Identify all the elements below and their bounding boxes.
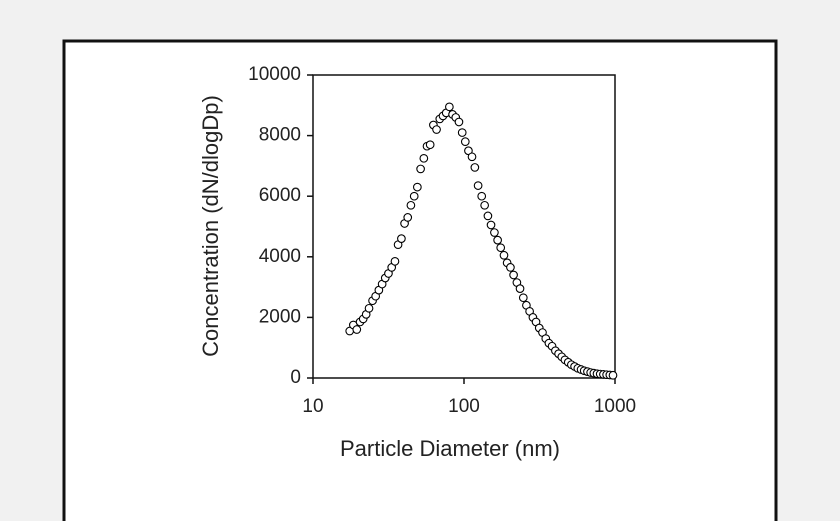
data-point <box>460 137 470 147</box>
y-axis-title: Concentration (dN/dlogDp) <box>198 95 223 357</box>
data-point <box>490 228 499 237</box>
data-point <box>403 213 413 222</box>
data-point <box>518 293 528 303</box>
data-point <box>419 153 429 163</box>
data-point <box>480 200 489 210</box>
y-tick-label: 0 <box>290 367 301 388</box>
y-tick-label: 2000 <box>259 306 301 327</box>
data-point <box>473 181 483 190</box>
panel <box>62 39 778 521</box>
y-tick-label: 8000 <box>259 125 301 146</box>
data-point <box>467 152 477 162</box>
data-point <box>608 370 618 380</box>
data-point <box>413 182 422 192</box>
data-point <box>499 250 509 260</box>
data-point <box>483 211 493 221</box>
data-point <box>496 243 506 253</box>
data-point <box>425 140 435 150</box>
x-axis-title: Particle Diameter (nm) <box>340 436 560 461</box>
y-tick-label: 4000 <box>259 246 301 267</box>
data-point <box>416 164 425 174</box>
data-point <box>406 200 416 210</box>
data-point <box>364 303 374 313</box>
data-point <box>352 325 362 334</box>
data-point <box>486 220 496 230</box>
data-point <box>477 191 487 201</box>
data-point <box>409 191 419 201</box>
data-point <box>470 163 480 172</box>
data-point <box>445 102 454 112</box>
data-point <box>397 234 406 243</box>
data-point <box>457 128 467 137</box>
data-point <box>390 256 400 266</box>
x-tick-label: 100 <box>448 396 480 417</box>
data-point <box>493 235 502 245</box>
data-point <box>454 117 464 127</box>
data-point <box>432 125 441 134</box>
y-tick-label: 6000 <box>259 185 301 206</box>
x-tick-label: 1000 <box>594 396 636 417</box>
data-point <box>506 263 515 272</box>
y-tick-label: 10000 <box>248 64 301 85</box>
data-point <box>509 270 518 280</box>
data-point <box>515 284 525 293</box>
x-tick-label: 10 <box>302 396 323 417</box>
